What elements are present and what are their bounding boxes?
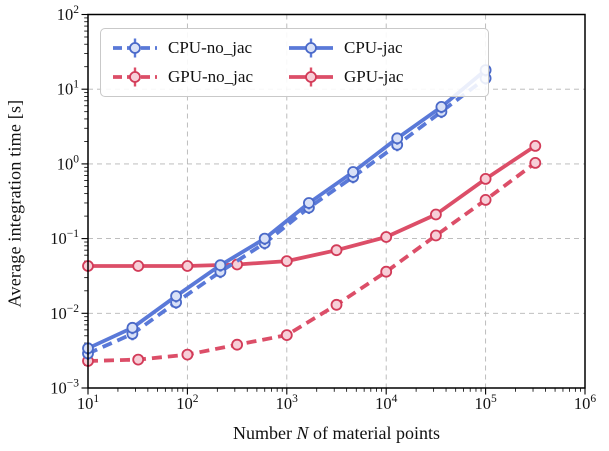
y-tick-label: 101: [57, 79, 80, 99]
legend-sample-gpu-no-jac: [113, 67, 157, 87]
series-cpu-jac: [82, 64, 492, 355]
x-tick-label: 102: [176, 393, 199, 413]
legend-item-gpu-no-jac: GPU-no_jac: [111, 64, 253, 90]
y-tick-label: 100: [57, 153, 80, 173]
legend-item-cpu-jac: CPU-jac: [287, 35, 403, 61]
line-gpu-jac: [88, 144, 537, 268]
plot-frame: [87, 13, 586, 389]
legend-sample-cpu-jac: [288, 38, 333, 58]
markers-gpu-no-jac: [82, 156, 542, 367]
x-tick-label: 106: [574, 393, 597, 413]
legend-label-gpu-no-jac: GPU-no_jac: [168, 67, 253, 87]
legend-item-gpu-jac: GPU-jac: [287, 64, 403, 90]
line-gpu-no-jac: [87, 161, 537, 363]
x-axis-label: Number N of material points: [88, 423, 585, 444]
line-cpu-no-jac: [87, 76, 487, 356]
x-tick-label: 101: [77, 393, 100, 413]
x-axis-label-pre: Number: [233, 423, 297, 443]
y-tick-label: 10−2: [50, 303, 79, 323]
legend-label-gpu-jac: GPU-jac: [343, 67, 404, 87]
y-tick-label: 102: [57, 4, 80, 24]
line-cpu-jac: [87, 68, 487, 351]
legend-item-cpu-no-jac: CPU-no_jac: [111, 35, 253, 61]
y-axis-label: Average integration time [s]: [4, 99, 25, 308]
legend: CPU-no_jac GPU-no_jac CPU-jac GPU-jac: [100, 28, 489, 97]
x-tick-label: 103: [276, 393, 299, 413]
x-tick-label: 104: [375, 393, 398, 413]
x-tick-label: 105: [474, 393, 497, 413]
legend-label-cpu-no-jac: CPU-no_jac: [168, 37, 253, 57]
y-tick-label: 10−1: [50, 228, 79, 248]
legend-sample-gpu-jac: [288, 67, 333, 87]
y-tick-label: 10−3: [50, 378, 79, 398]
x-axis-label-variable: N: [296, 423, 309, 443]
x-axis-label-post: of material points: [308, 423, 440, 443]
legend-sample-cpu-no-jac: [113, 38, 157, 58]
legend-label-cpu-jac: CPU-jac: [343, 37, 403, 57]
